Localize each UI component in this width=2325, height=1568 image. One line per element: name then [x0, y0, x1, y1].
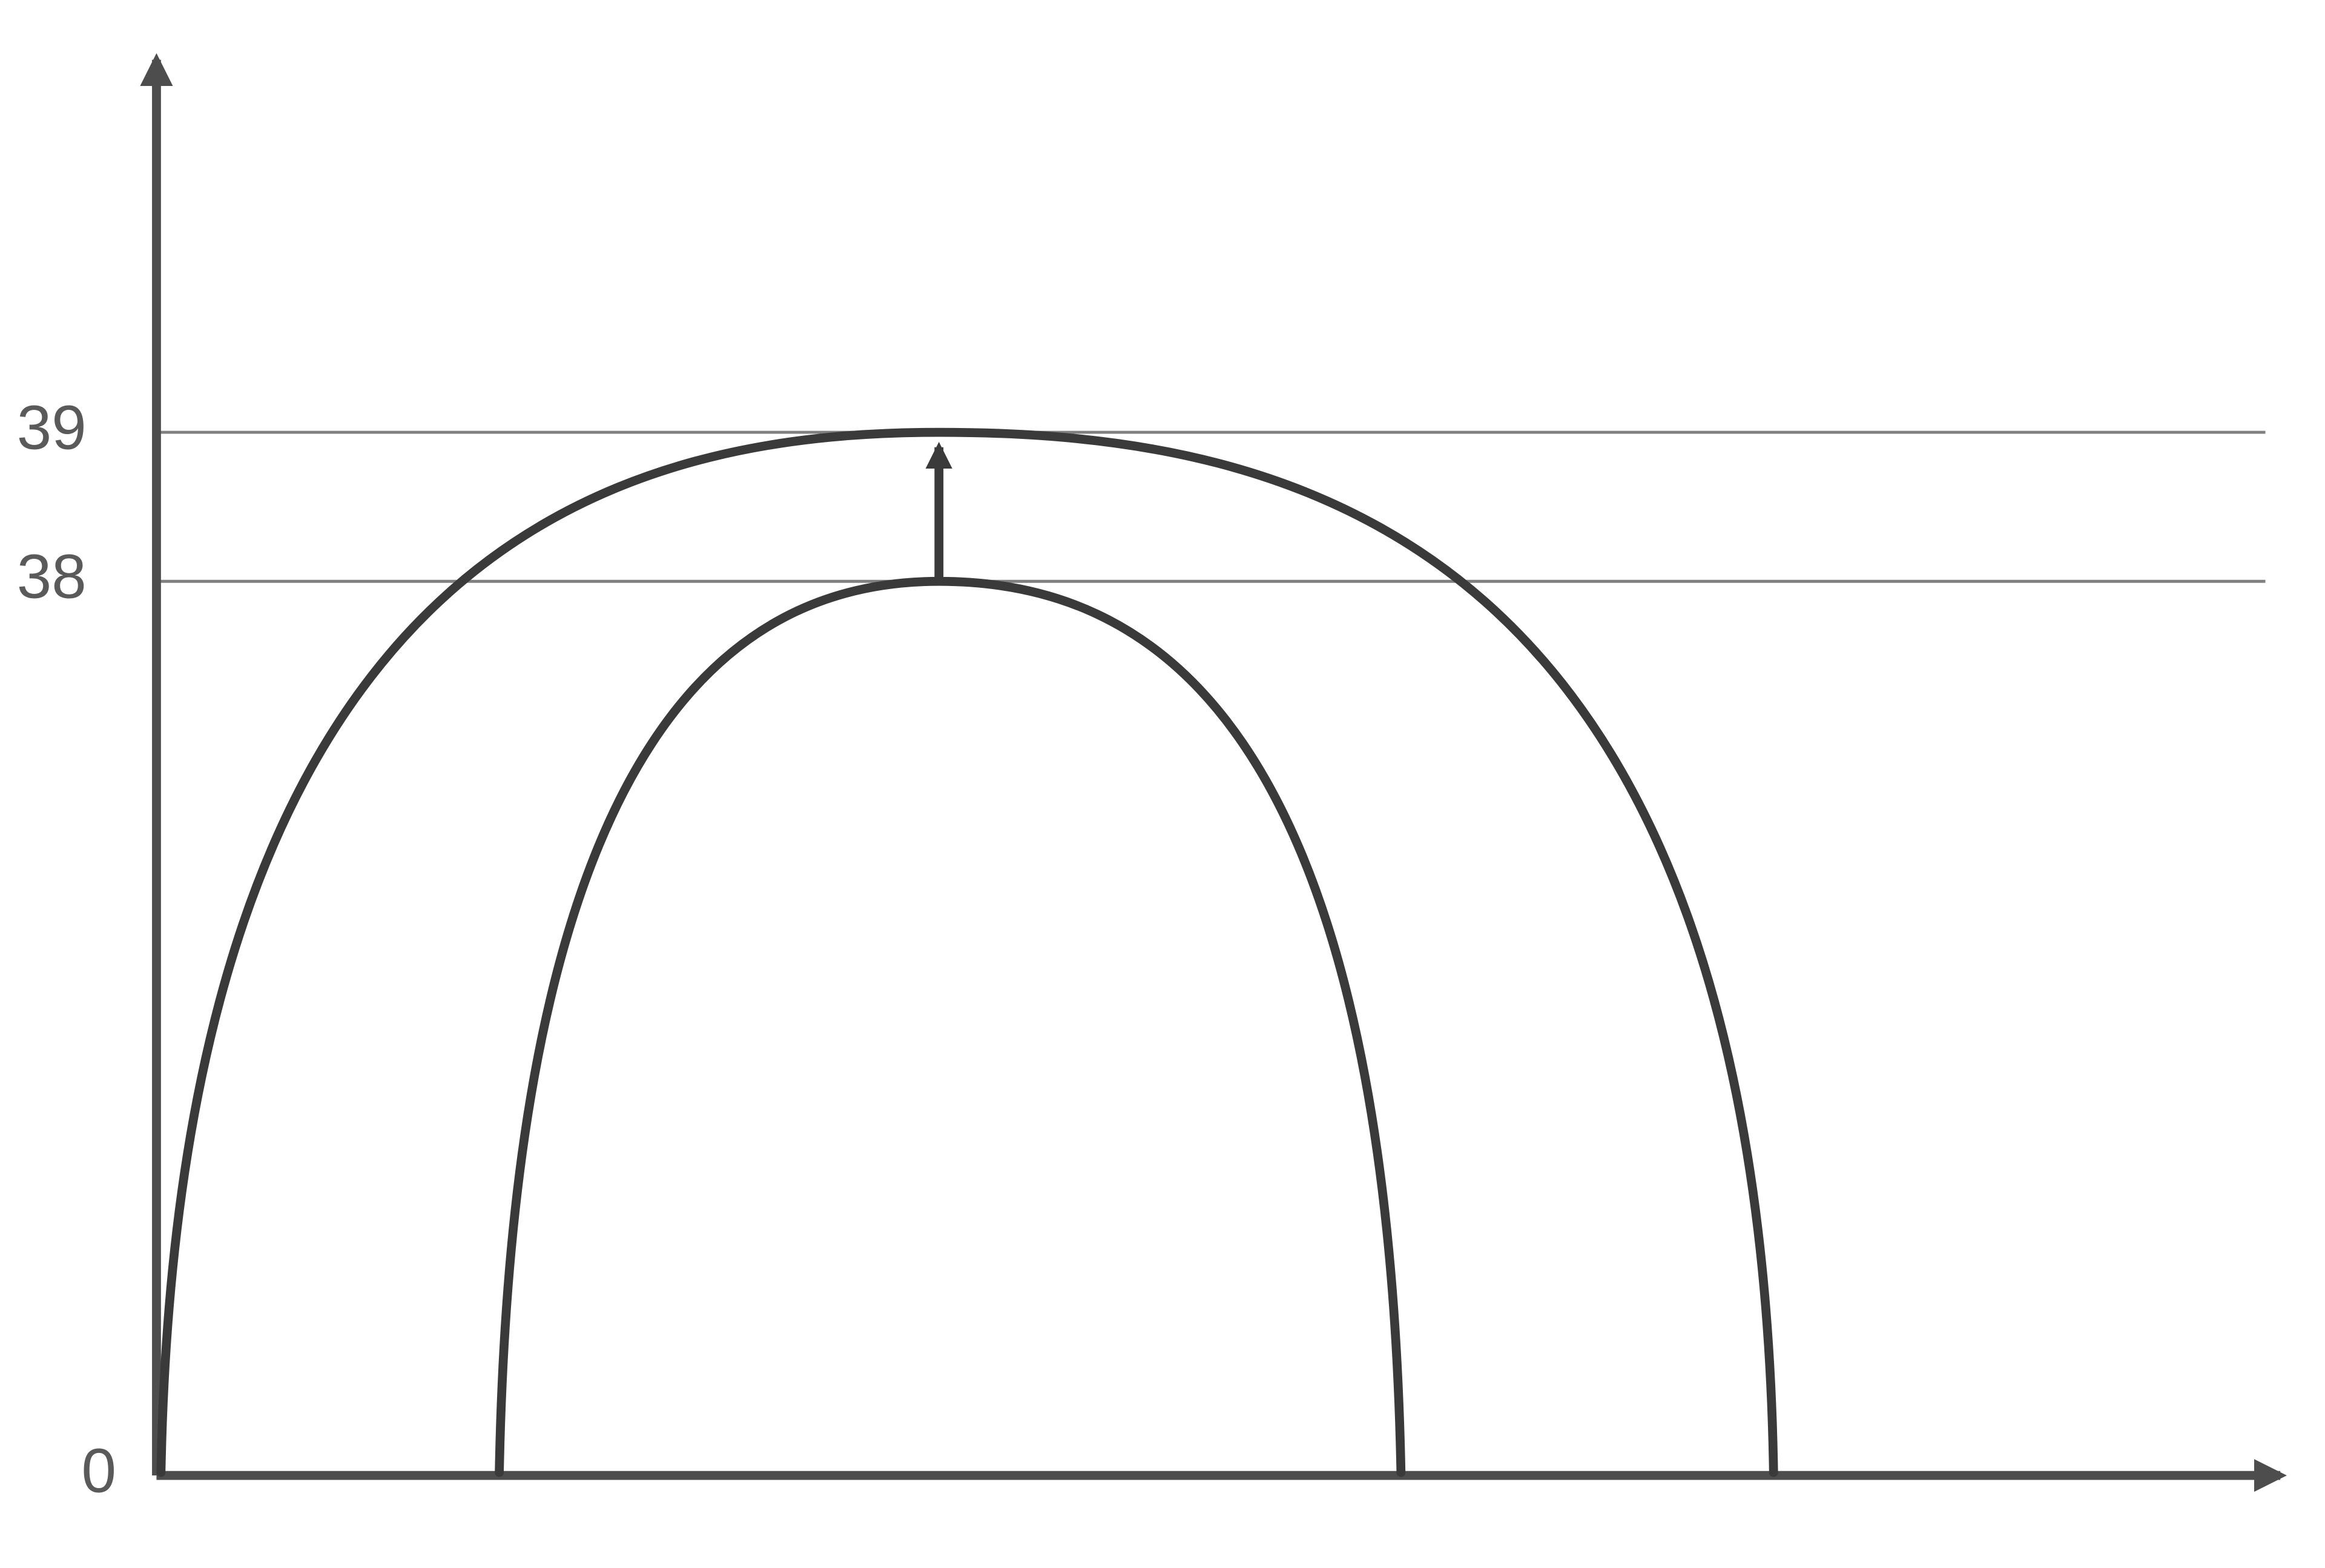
- y-axis-label: 38: [17, 541, 87, 611]
- curve-chart: 0 38 39: [0, 0, 2325, 1568]
- y-axis-label: 0: [81, 1435, 116, 1505]
- chart-container: 0 38 39: [0, 0, 2325, 1568]
- y-axis-label: 39: [17, 392, 87, 462]
- outer-curve: [161, 432, 1773, 1472]
- inner-curve: [500, 581, 1401, 1472]
